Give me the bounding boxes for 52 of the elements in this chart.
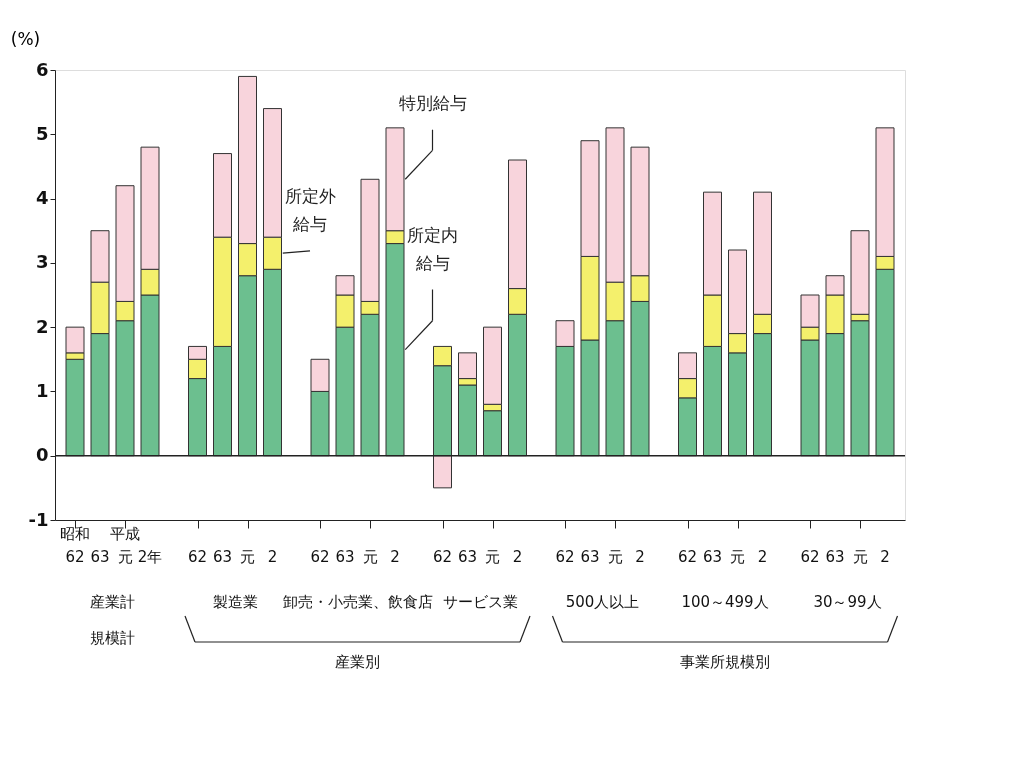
- text: 昭和: [60, 525, 90, 543]
- y-tick-label: 2: [35, 315, 49, 337]
- series-label: 所定外給与: [284, 185, 336, 234]
- text: 500人以上: [565, 593, 640, 611]
- text: 100～499人: [681, 593, 769, 611]
- x-tick-label: 63: [702, 548, 723, 566]
- text: 規模計: [90, 629, 135, 647]
- x-tick-label: 62: [677, 548, 698, 566]
- y-axis-title: (%): [10, 28, 41, 49]
- y-tick-label: 6: [35, 58, 49, 80]
- y-tick-label: 1: [35, 379, 49, 401]
- y-tick-label: -1: [28, 508, 49, 530]
- y-tick-label: 4: [35, 187, 49, 209]
- x-tick-label: 2: [757, 548, 768, 566]
- x-tick-label: 62: [432, 548, 453, 566]
- x-tick-label: 元: [607, 548, 623, 566]
- x-tick-label: 2: [390, 548, 400, 566]
- text: サービス業: [442, 593, 518, 611]
- x-tick-label: 62: [800, 548, 820, 566]
- x-tick-label: 2: [512, 548, 523, 566]
- x-tick-label: 63: [457, 548, 478, 566]
- x-tick-label: 元: [240, 548, 255, 566]
- y-tick-label: 5: [35, 122, 49, 144]
- x-tick-label: 62: [65, 548, 85, 566]
- x-tick-label: 62: [187, 548, 208, 566]
- x-tick-label: 63: [825, 548, 845, 566]
- x-tick-label: 63: [212, 548, 233, 566]
- x-tick-label: 2: [880, 548, 890, 566]
- y-tick-label: 0: [35, 444, 49, 466]
- series-label: 所定内給与: [407, 224, 458, 273]
- x-tick-label: 元: [485, 548, 500, 566]
- x-tick-label: 2: [635, 548, 645, 566]
- x-tick-label: 2年: [137, 548, 163, 566]
- text: 製造業: [212, 593, 258, 611]
- text: 事業所規模別: [680, 653, 770, 671]
- y-tick-label: 3: [35, 251, 49, 273]
- x-tick-label: 63: [90, 548, 110, 566]
- series-label: 特別給与: [398, 92, 467, 113]
- text: 卸売・小売業、飲食店: [282, 593, 433, 611]
- x-tick-label: 元: [730, 548, 745, 566]
- text: 平成: [110, 525, 140, 543]
- x-tick-label: 62: [555, 548, 575, 566]
- x-tick-label: 62: [310, 548, 330, 566]
- text: 産業別: [335, 653, 380, 671]
- x-tick-label: 元: [117, 548, 133, 566]
- x-tick-label: 63: [335, 548, 355, 566]
- x-tick-label: 元: [362, 548, 378, 566]
- text: 産業計: [90, 593, 135, 611]
- x-tick-label: 元: [852, 548, 868, 566]
- x-tick-label: 63: [580, 548, 600, 566]
- x-tick-label: 2: [267, 548, 278, 566]
- text: 30～99人: [813, 593, 882, 611]
